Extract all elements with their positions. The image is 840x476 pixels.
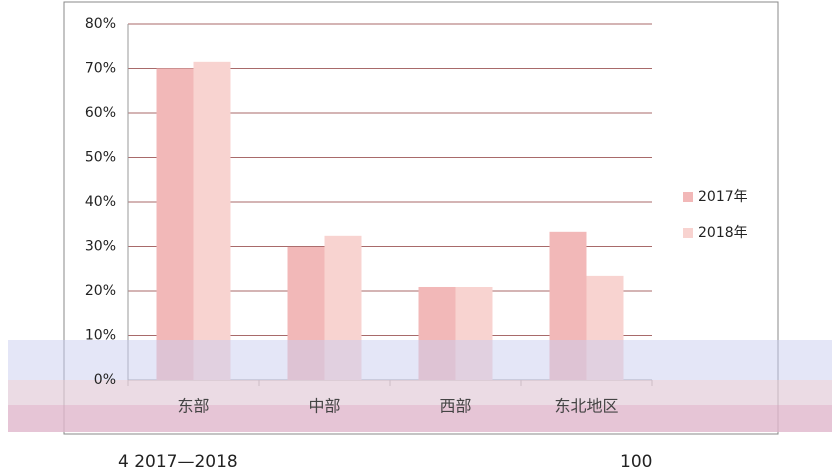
y-tick-label: 0% [94, 372, 116, 388]
overlay-band [8, 405, 832, 432]
x-tick-label: 东北地区 [554, 397, 618, 416]
plot-area [127, 23, 653, 386]
y-tick-label: 70% [85, 61, 116, 77]
y-tick-label: 60% [85, 105, 116, 121]
bar [193, 61, 231, 380]
y-tick-label: 30% [85, 239, 116, 255]
overlay-band [8, 380, 832, 405]
footer-right: 100 [620, 452, 652, 472]
y-tick-label: 40% [85, 194, 116, 210]
bar [156, 68, 194, 380]
x-tick-label: 东部 [177, 397, 209, 416]
x-tick-label: 中部 [308, 397, 340, 416]
overlay [8, 340, 832, 432]
legend-swatch [683, 192, 693, 202]
legend-label: 2018年 [698, 225, 748, 241]
x-tick-label: 西部 [439, 397, 471, 416]
labels: 0% 10% 20% 30% 40% 50% 60% 70% 80% 东部 中部 西部 东北地区 2017… [85, 16, 748, 416]
y-tick-label: 10% [85, 328, 116, 344]
overlay-band [8, 340, 832, 380]
legend-swatch [683, 228, 693, 238]
chart-frame [63, 1, 779, 435]
footer-left: 4 2017—2018 [118, 452, 238, 472]
y-tick-label: 20% [85, 283, 116, 299]
legend-label: 2017年 [698, 189, 748, 205]
y-tick-label: 50% [85, 150, 116, 166]
y-tick-label: 80% [85, 16, 116, 32]
